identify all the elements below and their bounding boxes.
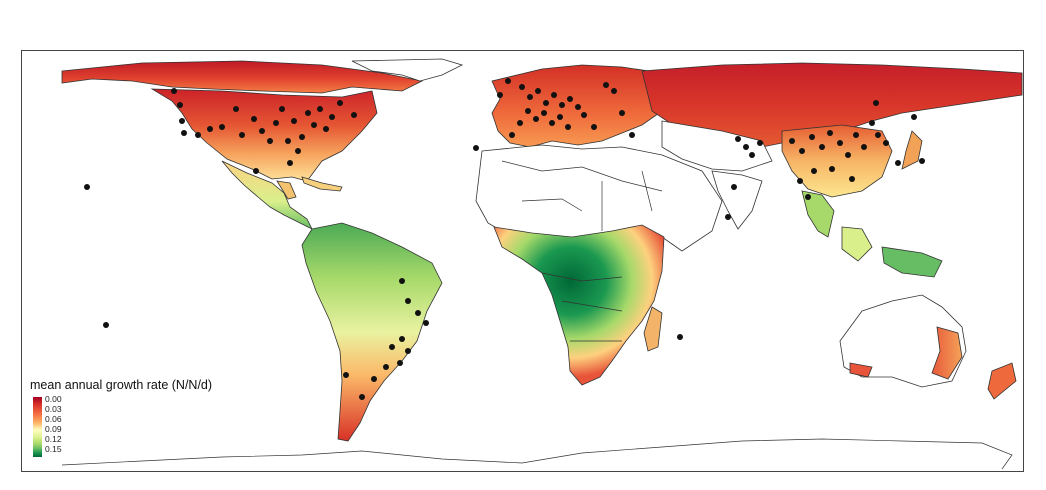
legend-colorbar [33, 397, 42, 457]
africa [493, 224, 665, 386]
legend-tick: 0.06 [45, 414, 62, 424]
north-america [61, 60, 424, 230]
legend-tick: 0.09 [45, 424, 62, 434]
sample-points [84, 78, 925, 400]
south-america [301, 222, 443, 442]
legend-tick: 0.00 [45, 394, 62, 404]
color-legend: mean annual growth rate (N/N/d) 0.00 0.0… [30, 378, 212, 459]
legend-tick: 0.03 [45, 404, 62, 414]
australia [839, 294, 1017, 400]
asia [641, 62, 1023, 278]
legend-tick: 0.12 [45, 434, 62, 444]
legend-tick: 0.15 [45, 444, 62, 454]
map-canvas [61, 58, 1023, 470]
world-map [21, 50, 1024, 472]
legend-title: mean annual growth rate (N/N/d) [30, 378, 213, 392]
